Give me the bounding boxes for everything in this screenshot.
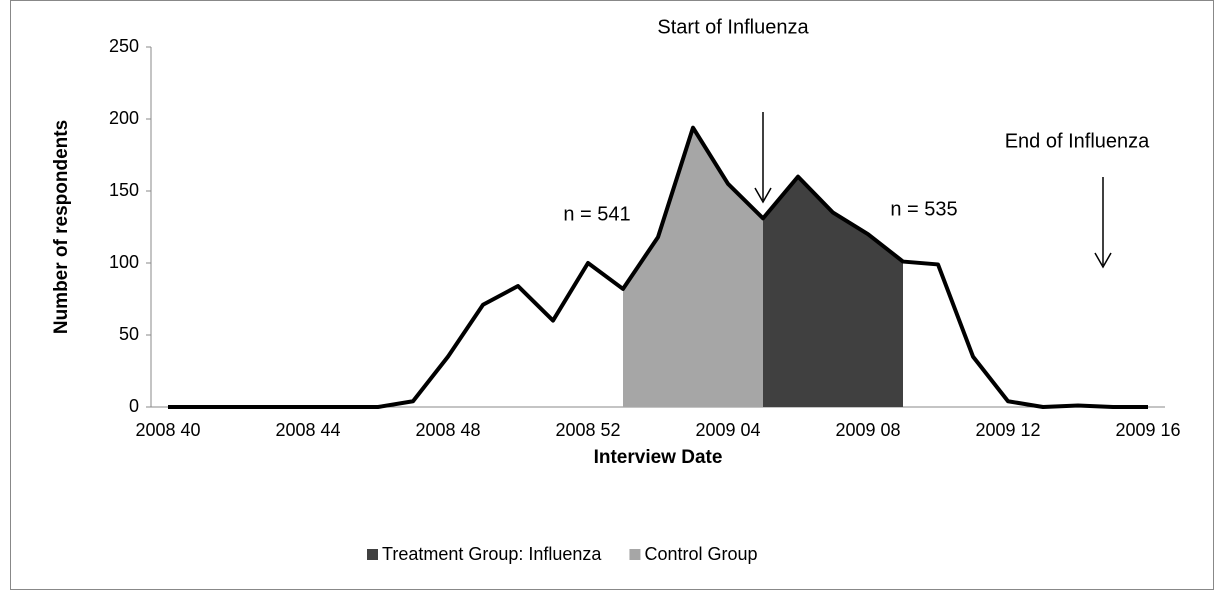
x-tick-label: 2009 04 [695, 420, 760, 440]
area [623, 127, 763, 407]
y-tick-label: 0 [129, 396, 139, 416]
y-tick-label: 250 [109, 36, 139, 56]
y-tick-label: 100 [109, 252, 139, 272]
annotation: n = 535 [890, 198, 957, 220]
x-tick-label: 2008 48 [415, 420, 480, 440]
y-tick-label: 50 [119, 324, 139, 344]
y-axis-title: Number of respondents [51, 120, 72, 334]
annotation: n = 541 [563, 203, 630, 225]
x-tick-label: 2008 52 [555, 420, 620, 440]
x-tick-label: 2009 08 [835, 420, 900, 440]
arrow-head [754, 187, 772, 204]
chart-frame [10, 0, 1214, 590]
annotation: End of Influenza [1005, 130, 1150, 152]
legend-swatch [629, 549, 641, 560]
annotation: Start of Influenza [657, 16, 809, 38]
y-tick-label: 150 [109, 180, 139, 200]
legend-label: Treatment Group: Influenza [382, 544, 602, 564]
y-tick-label: 200 [109, 108, 139, 128]
x-tick-label: 2009 16 [1115, 420, 1180, 440]
x-tick-label: 2008 40 [135, 420, 200, 440]
legend-label: Control Group [644, 544, 757, 564]
x-axis-title: Interview Date [594, 447, 723, 468]
x-tick-label: 2008 44 [275, 420, 340, 440]
arrow-head [1094, 252, 1112, 269]
x-tick-label: 2009 12 [975, 420, 1040, 440]
legend-swatch [367, 549, 378, 560]
line [168, 125, 1148, 409]
